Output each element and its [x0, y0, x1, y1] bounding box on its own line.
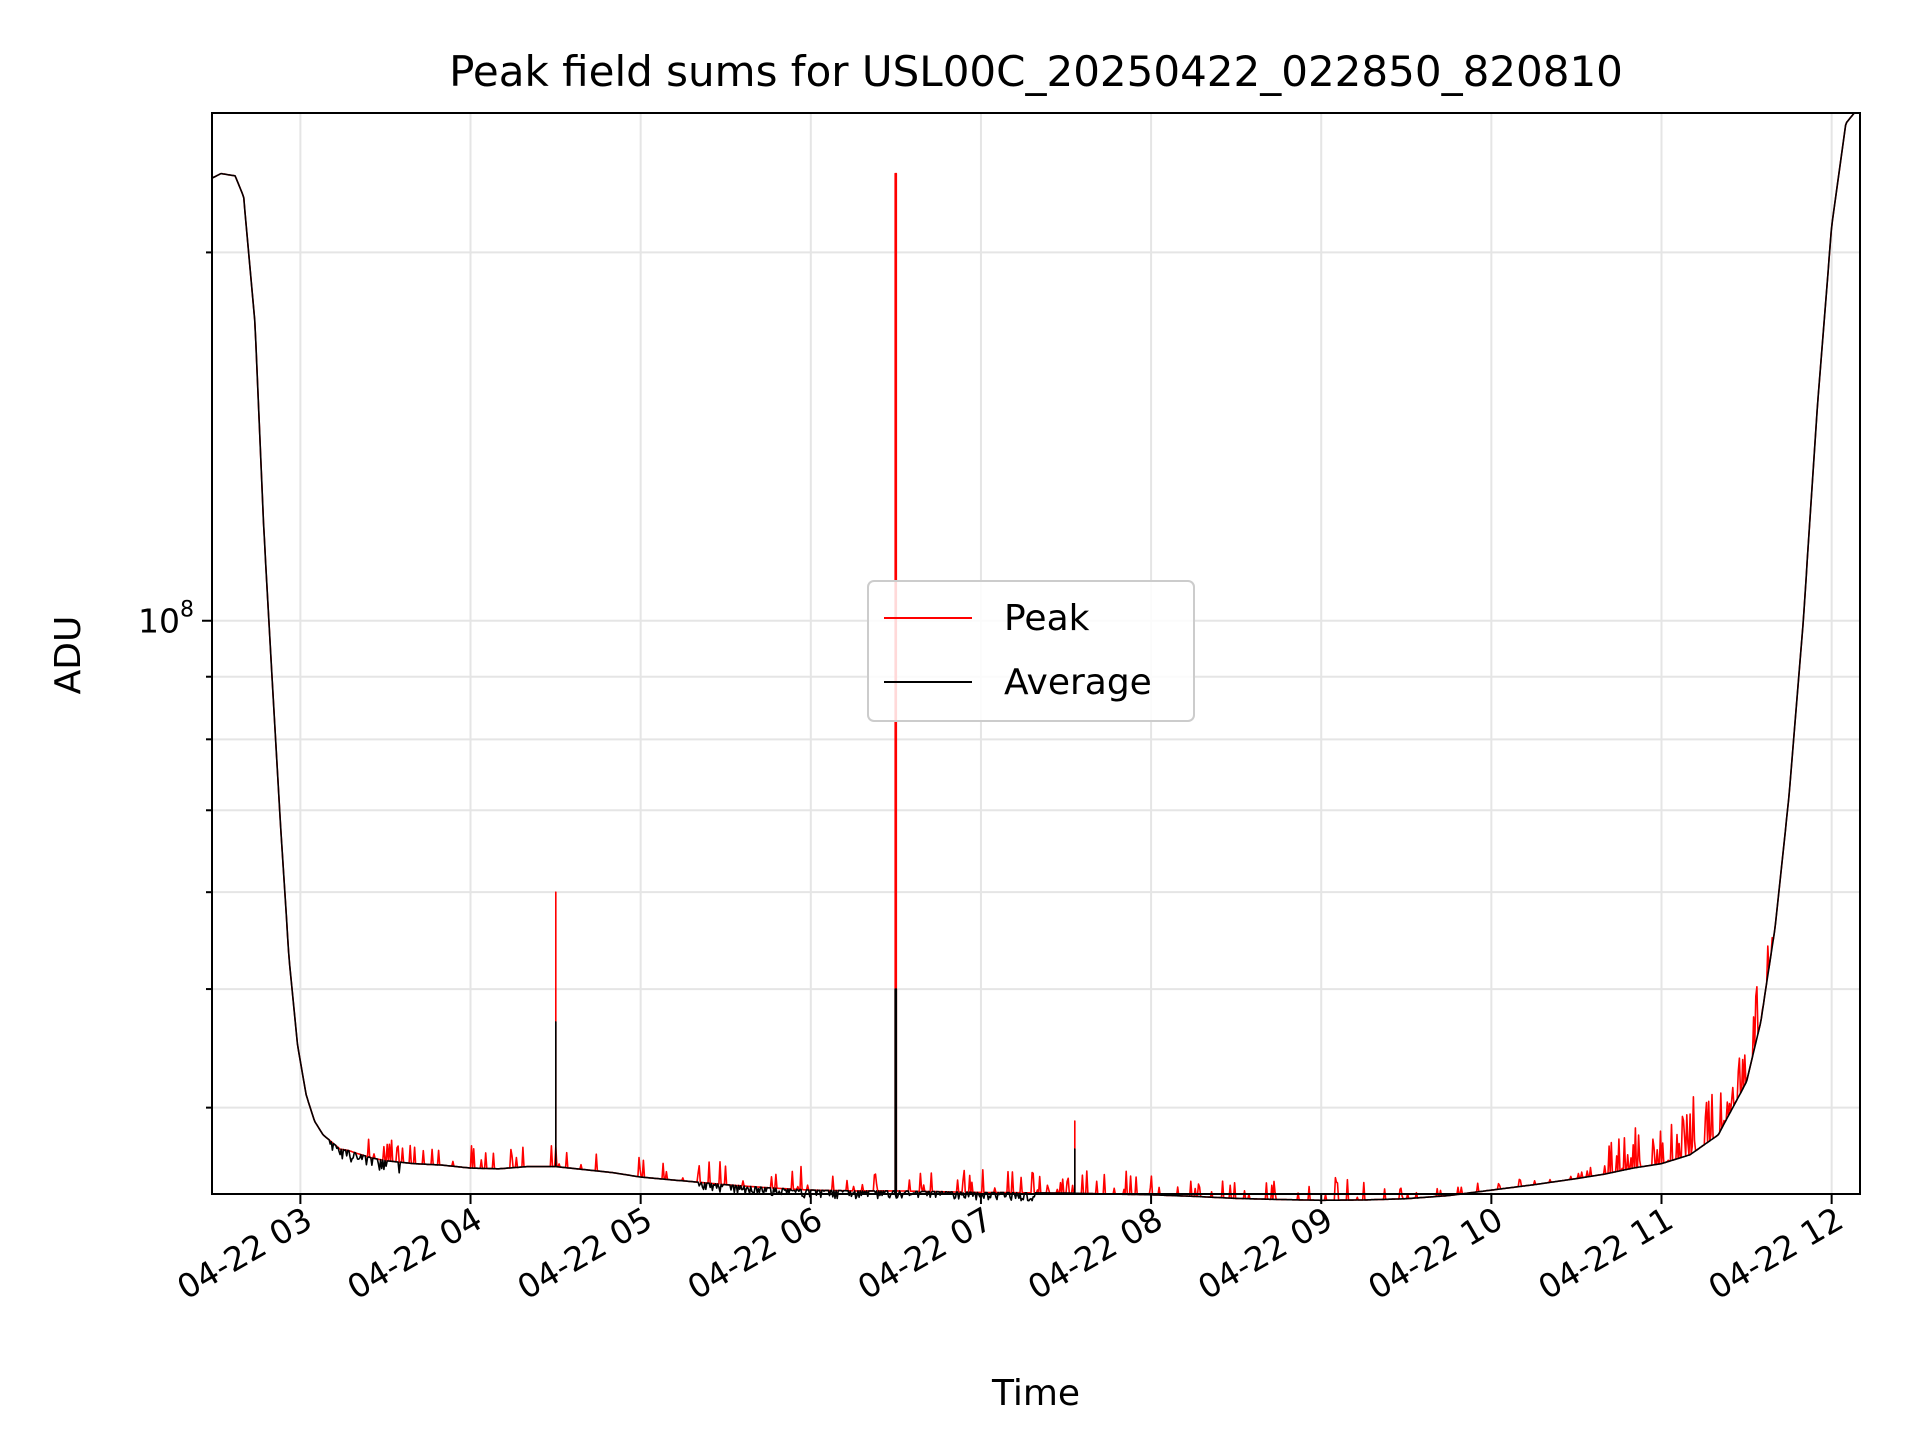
legend-label-average: Average: [1004, 662, 1152, 703]
plot-frame: [211, 112, 1861, 1195]
legend: Peak Average: [867, 580, 1195, 722]
y-tick-label: 108: [138, 598, 194, 641]
series-layer: [211, 112, 1855, 1202]
legend-label-peak: Peak: [1004, 598, 1090, 639]
legend-box: [867, 580, 1195, 722]
chart-title: Peak field sums for USL00C_20250422_0228…: [449, 47, 1623, 96]
x-axis-label: Time: [991, 1373, 1080, 1414]
y-axis-ticks: 108: [138, 251, 212, 1109]
y-axis-label: ADU: [48, 616, 89, 695]
grid: [212, 113, 1860, 1194]
series-line-average: [211, 112, 1855, 1202]
